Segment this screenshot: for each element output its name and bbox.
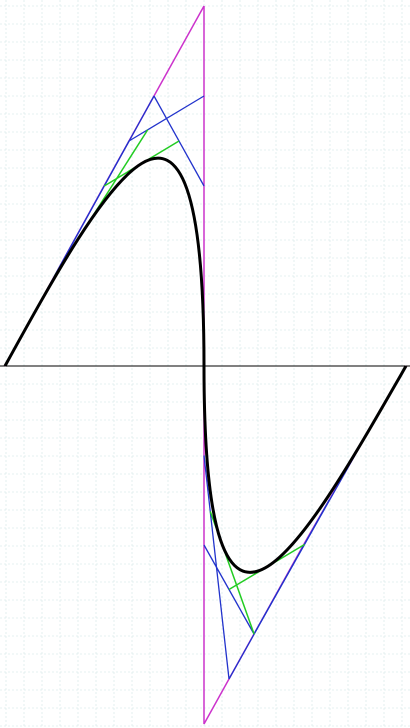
level1-construction-lines <box>29 95 356 680</box>
bezier-curve <box>3 156 408 574</box>
level2-construction-lines <box>53 129 305 635</box>
